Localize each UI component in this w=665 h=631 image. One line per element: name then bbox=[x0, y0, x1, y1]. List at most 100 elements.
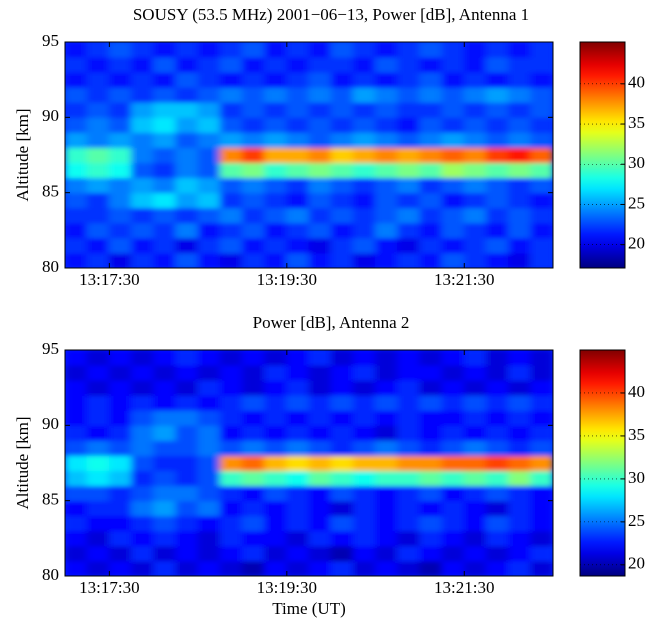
colorbar-tick-label: 20 bbox=[628, 234, 645, 253]
heatmap-cell bbox=[264, 237, 288, 254]
heatmap-cell bbox=[197, 379, 221, 396]
heatmap-cell bbox=[397, 177, 421, 194]
heatmap-cell bbox=[108, 237, 133, 254]
heatmap-cell bbox=[197, 530, 221, 547]
heatmap-cell bbox=[419, 146, 443, 164]
heatmap bbox=[65, 350, 553, 576]
heatmap-cell bbox=[241, 454, 266, 472]
heatmap-cell bbox=[175, 350, 199, 366]
heatmap-cell bbox=[508, 409, 532, 426]
heatmap-cell bbox=[286, 379, 310, 396]
heatmap-cell bbox=[330, 394, 354, 411]
heatmap-cell bbox=[530, 146, 553, 164]
heatmap-cell bbox=[86, 116, 110, 133]
heatmap-cell bbox=[153, 485, 177, 502]
heatmap-cell bbox=[219, 71, 243, 88]
heatmap-cell bbox=[241, 409, 266, 426]
heatmap-cell bbox=[65, 222, 88, 239]
heatmap-cell bbox=[352, 350, 377, 366]
heatmap-cell bbox=[86, 56, 110, 73]
heatmap-cell bbox=[352, 364, 377, 381]
heatmap-cell bbox=[485, 379, 510, 396]
heatmap-cell bbox=[153, 86, 177, 103]
heatmap-cell bbox=[264, 222, 288, 239]
heatmap-cell bbox=[397, 207, 421, 224]
heatmap-cell bbox=[65, 485, 88, 502]
heatmap-cell bbox=[485, 485, 510, 502]
heatmap-cell bbox=[308, 470, 332, 487]
heatmap-cell bbox=[485, 560, 510, 576]
heatmap-cell bbox=[308, 162, 332, 179]
heatmap-cell bbox=[219, 146, 243, 164]
heatmap-cell bbox=[397, 222, 421, 239]
heatmap-cell bbox=[352, 192, 377, 209]
heatmap-cell bbox=[153, 116, 177, 133]
heatmap-cell bbox=[352, 485, 377, 502]
heatmap-cell bbox=[286, 192, 310, 209]
heatmap-cell bbox=[441, 56, 465, 73]
heatmap-cell bbox=[108, 515, 133, 532]
heatmap-cell bbox=[375, 500, 399, 517]
heatmap-cell bbox=[330, 350, 354, 366]
heatmap-cell bbox=[330, 116, 354, 133]
heatmap-cell bbox=[352, 162, 377, 179]
heatmap-cell bbox=[175, 177, 199, 194]
heatmap-cell bbox=[175, 545, 199, 562]
heatmap-cell bbox=[86, 207, 110, 224]
heatmap-cell bbox=[153, 409, 177, 426]
heatmap-cell bbox=[352, 86, 377, 103]
heatmap bbox=[65, 42, 553, 268]
heatmap-cell bbox=[197, 350, 221, 366]
heatmap-cell bbox=[463, 42, 487, 58]
heatmap-cell bbox=[463, 424, 487, 441]
heatmap-cell bbox=[441, 207, 465, 224]
colorbar-tick-label: 40 bbox=[628, 382, 645, 401]
heatmap-cell bbox=[352, 560, 377, 576]
heatmap-cell bbox=[153, 530, 177, 547]
heatmap-cell bbox=[308, 86, 332, 103]
heatmap-cell bbox=[153, 350, 177, 366]
heatmap-cell bbox=[219, 237, 243, 254]
heatmap-cell bbox=[441, 177, 465, 194]
heatmap-cell bbox=[485, 131, 510, 148]
heatmap-cell bbox=[197, 454, 221, 472]
y-tick-label: 80 bbox=[42, 257, 59, 276]
heatmap-cell bbox=[175, 560, 199, 576]
heatmap-cell bbox=[508, 379, 532, 396]
heatmap-cell bbox=[108, 192, 133, 209]
heatmap-cell bbox=[65, 131, 88, 148]
heatmap-cell bbox=[463, 470, 487, 487]
heatmap-cell bbox=[219, 222, 243, 239]
heatmap-cell bbox=[441, 222, 465, 239]
heatmap-cell bbox=[352, 222, 377, 239]
heatmap-cell bbox=[241, 545, 266, 562]
colorbar-tick-label: 25 bbox=[628, 193, 645, 212]
heatmap-cell bbox=[175, 192, 199, 209]
heatmap-cell bbox=[485, 42, 510, 58]
heatmap-cell bbox=[441, 515, 465, 532]
heatmap-cell bbox=[241, 485, 266, 502]
heatmap-cell bbox=[86, 530, 110, 547]
heatmap-cell bbox=[463, 252, 487, 268]
heatmap-cell bbox=[463, 207, 487, 224]
heatmap-cell bbox=[419, 545, 443, 562]
heatmap-cell bbox=[530, 162, 553, 179]
heatmap-cell bbox=[308, 454, 332, 472]
heatmap-cell bbox=[419, 192, 443, 209]
heatmap-cell bbox=[65, 364, 88, 381]
heatmap-cell bbox=[308, 42, 332, 58]
heatmap-cell bbox=[530, 424, 553, 441]
heatmap-cell bbox=[330, 439, 354, 456]
heatmap-cell bbox=[241, 500, 266, 517]
heatmap-cell bbox=[330, 485, 354, 502]
heatmap-cell bbox=[419, 379, 443, 396]
heatmap-cell bbox=[131, 116, 155, 133]
heatmap-cell bbox=[197, 177, 221, 194]
heatmap-cell bbox=[485, 192, 510, 209]
heatmap-cell bbox=[153, 515, 177, 532]
heatmap-cell bbox=[308, 500, 332, 517]
heatmap-cell bbox=[352, 116, 377, 133]
heatmap-cell bbox=[108, 545, 133, 562]
heatmap-cell bbox=[65, 394, 88, 411]
heatmap-cell bbox=[508, 424, 532, 441]
